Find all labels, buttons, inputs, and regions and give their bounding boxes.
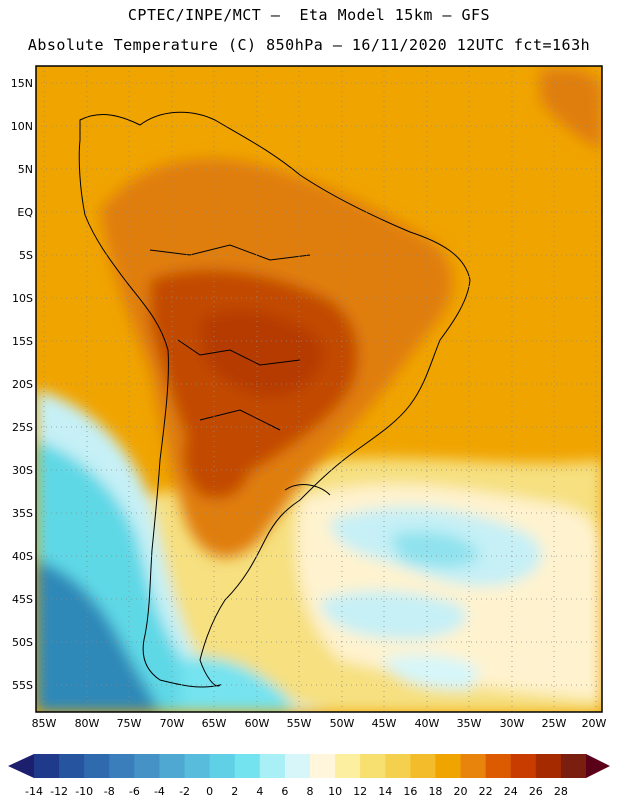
colorbar-swatch <box>435 754 462 778</box>
colorbar-low-arrow <box>8 754 34 778</box>
colorbar-label: -2 <box>179 785 190 798</box>
lat-label: 35S <box>12 507 33 520</box>
colorbar-label: -4 <box>154 785 165 798</box>
lat-label: 5S <box>19 249 33 262</box>
colorbar-swatch <box>510 754 537 778</box>
colorbar-swatch <box>410 754 436 778</box>
colorbar-label: -10 <box>75 785 93 798</box>
colorbar-swatch <box>234 754 261 778</box>
colorbar-label: 10 <box>328 785 342 798</box>
colorbar-label: 2 <box>231 785 238 798</box>
colorbar-swatch <box>34 754 60 778</box>
coastline <box>78 111 471 688</box>
title-line-1: CPTEC/INPE/MCT — Eta Model 15km — GFS <box>127 6 491 24</box>
colorbar-swatch <box>159 754 186 778</box>
colorbar-swatch <box>209 754 236 778</box>
colorbar-label: 26 <box>529 785 543 798</box>
colorbar-swatch <box>560 754 587 778</box>
lat-label: EQ <box>17 206 33 219</box>
temperature-field <box>36 66 602 712</box>
longitude-labels: 85W 80W 75W 70W 65W 60W 55W 50W 45W 40W … <box>32 717 607 730</box>
colorbar-swatch <box>134 754 160 778</box>
latitude-labels: 15N 10N 5N EQ 5S 10S 15S 20S 25S 30S 35S… <box>11 77 34 692</box>
colorbar-swatch <box>284 754 311 778</box>
lat-label: 50S <box>12 636 33 649</box>
colorbar-label: 22 <box>479 785 493 798</box>
lat-label: 40S <box>12 550 33 563</box>
colorbar-label: 18 <box>428 785 442 798</box>
lon-label: 85W <box>32 717 57 730</box>
lat-label: 10S <box>12 292 33 305</box>
lon-label: 40W <box>415 717 440 730</box>
lon-label: 60W <box>245 717 270 730</box>
colorbar-label: 4 <box>256 785 263 798</box>
colorbar-label: -6 <box>129 785 140 798</box>
lon-label: 75W <box>117 717 142 730</box>
colorbar-swatch <box>535 754 562 778</box>
lat-label: 10N <box>11 120 33 133</box>
colorbar-swatch <box>184 754 211 778</box>
colorbar-swatch <box>59 754 85 778</box>
colorbar: -14 -12 -10 -8 -6 -4 -2 0 2 4 6 8 10 12 14 16 18 20 22 24 26… <box>8 754 610 798</box>
lon-label: 45W <box>372 717 397 730</box>
colorbar-label: 6 <box>281 785 288 798</box>
lon-label: 50W <box>330 717 355 730</box>
colorbar-swatch <box>109 754 135 778</box>
colorbar-swatch <box>335 754 361 778</box>
colorbar-swatch <box>259 754 286 778</box>
colorbar-label: 20 <box>454 785 468 798</box>
lat-label: 25S <box>12 421 33 434</box>
lat-label: 55S <box>12 679 33 692</box>
lon-label: 20W <box>582 717 607 730</box>
lat-label: 15S <box>12 335 33 348</box>
title-line-2: Absolute Temperature (C) 850hPa — 16/11/… <box>27 36 591 54</box>
colorbar-label: 14 <box>378 785 392 798</box>
colorbar-label: 24 <box>504 785 518 798</box>
colorbar-label: -12 <box>50 785 68 798</box>
colorbar-label: 16 <box>403 785 417 798</box>
colorbar-label: -14 <box>25 785 43 798</box>
colorbar-swatch <box>310 754 336 778</box>
lat-label: 15N <box>11 77 33 90</box>
lat-label: 30S <box>12 464 33 477</box>
colorbar-swatch <box>360 754 386 778</box>
lon-label: 35W <box>457 717 482 730</box>
lon-label: 25W <box>542 717 567 730</box>
lon-label: 65W <box>202 717 227 730</box>
lat-label: 20S <box>12 378 33 391</box>
lon-label: 70W <box>160 717 185 730</box>
map-frame <box>35 65 603 713</box>
lat-label: 45S <box>12 593 33 606</box>
lat-label: 5N <box>18 163 33 176</box>
colorbar-swatch <box>84 754 110 778</box>
colorbar-swatch <box>385 754 411 778</box>
colorbar-high-arrow <box>586 754 610 778</box>
lon-label: 30W <box>500 717 525 730</box>
colorbar-label: 0 <box>206 785 213 798</box>
colorbar-swatch <box>460 754 487 778</box>
colorbar-label: 8 <box>307 785 314 798</box>
colorbar-label: 12 <box>353 785 367 798</box>
colorbar-swatch <box>485 754 512 778</box>
lon-label: 80W <box>75 717 100 730</box>
colorbar-label: 28 <box>554 785 568 798</box>
lon-label: 55W <box>287 717 312 730</box>
colorbar-label: -8 <box>104 785 115 798</box>
